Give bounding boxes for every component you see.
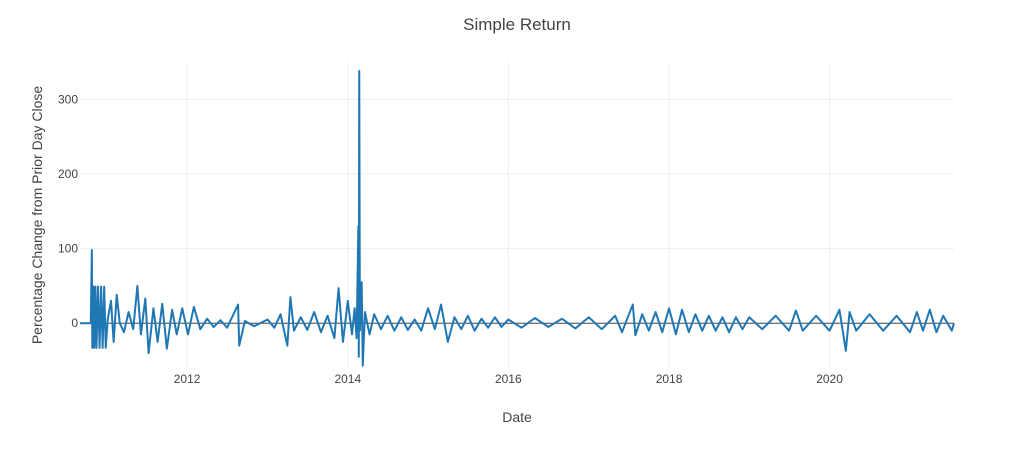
y-axis-title: Percentage Change from Prior Day Close	[29, 86, 45, 345]
series-line	[80, 69, 955, 367]
y-tick-label: 100	[58, 242, 78, 256]
x-tick-label: 2014	[334, 372, 361, 386]
x-tick-label: 2020	[816, 372, 843, 386]
y-tick-label: 200	[58, 167, 78, 181]
x-tick-label: 2012	[174, 372, 201, 386]
x-axis: 2012 2014 2016 2018 2020	[174, 372, 843, 386]
x-axis-title: Date	[502, 409, 532, 425]
y-axis: 0 100 200 300	[58, 92, 78, 330]
x-tick-label: 2018	[656, 372, 683, 386]
x-tick-label: 2016	[495, 372, 522, 386]
y-tick-label: 0	[71, 316, 78, 330]
grid	[80, 62, 954, 368]
y-tick-label: 300	[58, 92, 78, 106]
chart-title: Simple Return	[463, 15, 571, 34]
